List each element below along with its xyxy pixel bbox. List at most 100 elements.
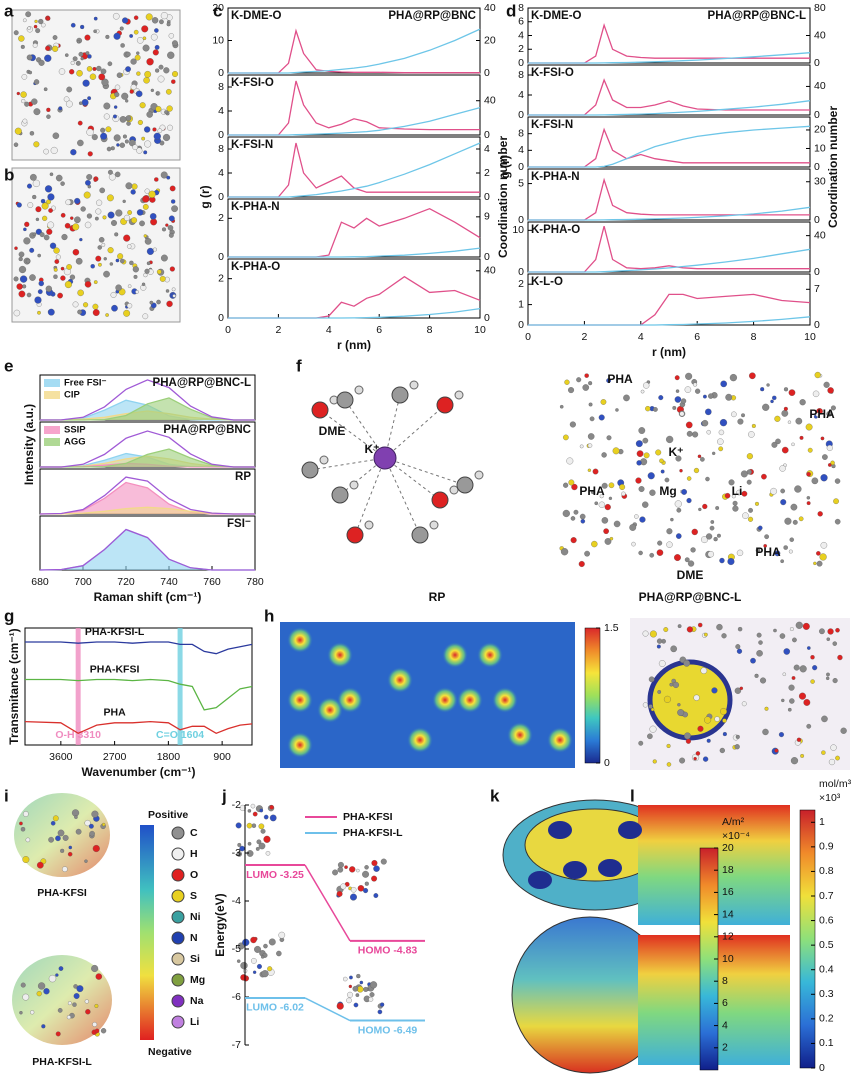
atom [120,43,125,48]
atom [774,550,781,557]
atom [679,469,683,473]
atom [70,60,75,65]
atom [160,254,168,262]
atom [29,173,37,181]
atom [166,22,171,27]
atom [89,73,97,80]
atom [580,519,586,524]
atom [128,139,136,147]
atom [712,451,716,456]
y-axis-label: Transmitance (cm⁻¹) [7,628,21,744]
atom [46,228,53,235]
coordination-bond [309,457,386,471]
y-tick-label: 0 [518,266,524,278]
current-spot [618,821,642,839]
atom [19,821,23,826]
atom [691,528,698,536]
atom [155,106,162,113]
atom [337,866,344,873]
atom [157,128,163,134]
subplot-title: K-FSI-N [531,119,573,131]
atom [142,195,150,203]
atom [660,469,665,474]
atom [711,687,718,694]
y-tick-label: 40 [814,29,826,41]
atom [72,56,78,62]
heat-blob [287,687,313,713]
atom [736,648,743,654]
atom [590,490,595,495]
atom [827,387,834,394]
atom [107,169,113,175]
atom [160,12,168,20]
atom [677,703,681,707]
atom [99,187,106,194]
heat-blob [477,642,503,668]
atom [719,747,725,754]
current-spot [598,859,622,877]
atom [837,654,843,661]
atom [653,407,658,412]
atom [95,973,103,980]
heat-blob [287,627,313,653]
atom [136,71,141,76]
y-tick-label: 0.7 [819,890,834,902]
atom [131,217,138,224]
atom [566,457,574,465]
atom [168,33,175,39]
panel-letter: b [4,165,14,184]
atom [72,1002,77,1007]
atom [675,389,680,393]
atom [74,216,81,224]
atom [37,289,43,295]
atom [29,131,35,136]
atom [686,497,692,504]
y-tick-label: -6 [232,991,241,1003]
atom [674,500,682,508]
atom [136,209,144,216]
atom [105,34,110,39]
atom [32,232,37,236]
atom [568,479,575,486]
heat-blob [407,727,433,753]
y-tick-label: 8 [518,69,524,81]
atom [92,309,100,316]
atom [642,501,649,508]
atom [126,244,132,249]
atom [656,638,663,644]
atom [153,132,161,140]
subplot-label: PHA@RP@BNC-L [708,10,806,22]
atom [301,461,319,479]
y-tick-label: 1 [518,298,524,310]
atom [237,842,242,847]
atom [377,1009,383,1015]
element-swatch [171,889,185,903]
atom [656,549,664,556]
molecule-label: DME [319,424,346,438]
atom [686,430,693,437]
atom [64,281,72,289]
atom [13,309,21,317]
atom [368,996,374,1002]
atom [136,37,144,44]
atom [70,216,74,220]
atom [337,861,344,868]
y-tick-label: 8 [218,81,224,93]
atom [825,676,830,681]
atom [105,126,112,133]
atom [34,296,42,304]
annotation: C=O 1604 [156,729,204,741]
atom [810,679,815,684]
atom [37,310,41,315]
atom [13,30,19,36]
atom [84,281,92,288]
atom [677,624,682,629]
atom [340,883,347,890]
x-tick-label: 740 [160,576,178,588]
y-tick-label: 0 [484,67,490,79]
y-tick-label: 18 [722,864,734,876]
element-swatch [171,931,185,945]
atom [141,136,146,141]
atom [812,390,820,398]
atom [363,986,369,992]
